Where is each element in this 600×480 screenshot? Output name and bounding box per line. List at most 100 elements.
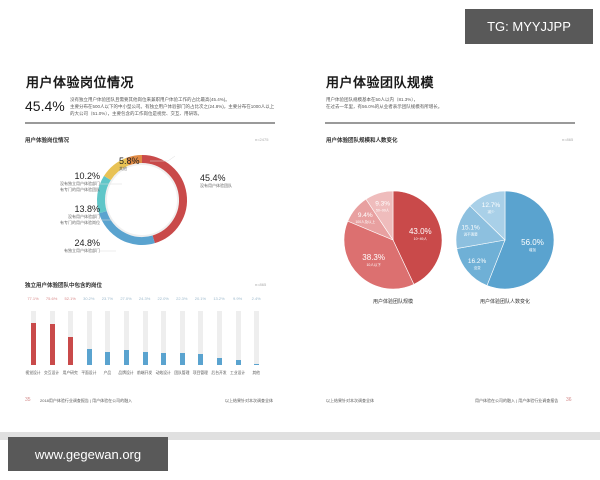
bar-fill xyxy=(235,359,241,365)
bar-fill xyxy=(179,352,185,365)
bar-category-label: 平面设计 xyxy=(81,371,97,375)
section-divider xyxy=(25,122,275,124)
watermark-bottom: www.gegewan.org xyxy=(8,437,168,471)
bar-column: 24.3% 前端开发 xyxy=(136,296,154,378)
pie-slice xyxy=(365,190,394,241)
bar-category-label: 前端开发 xyxy=(137,371,153,375)
pie-caption: 用户体验团队人数变化 xyxy=(479,299,530,305)
pie-caption: 用户体验团队规模 xyxy=(372,299,413,305)
leader-lines xyxy=(100,155,176,252)
bar-track xyxy=(49,311,55,365)
callout-label: 有独立用户体验部门 xyxy=(64,248,100,253)
bar-fill xyxy=(68,336,74,365)
bar-column: 75.6% 交互设计 xyxy=(43,296,61,378)
callout-percent: 10.2% xyxy=(74,171,100,181)
bar-value-label: 30.2% xyxy=(83,296,95,301)
callout-label: 没有独立用户体验部门 xyxy=(60,181,100,186)
footer-left: 2018用户体验行业调查报告 | 用户体验在公司的融入 xyxy=(40,398,133,403)
bar-category-label: 后台开发 xyxy=(211,371,227,375)
bar-track xyxy=(124,311,129,365)
bar-value-label: 23.7% xyxy=(101,296,114,301)
bar-value-label: 22.0% xyxy=(157,296,169,301)
bar-fill xyxy=(198,354,204,365)
bar-fill xyxy=(31,323,36,365)
bar-fill xyxy=(86,348,92,365)
svg-text:12.7%: 12.7% xyxy=(482,202,501,209)
team-size-pie: 43.0%10~49人 38.3%10人以下 9.4%100人及以上 9.3%50~9… xyxy=(343,190,443,290)
bar-fill xyxy=(217,357,222,365)
bar-track xyxy=(86,311,92,365)
bar-column: 13.2% 后台开发 xyxy=(210,296,228,378)
bar-value-label: 2.4% xyxy=(251,296,261,301)
headline-stat: 45.4% xyxy=(25,98,65,114)
bar-category-label: 团队管理 xyxy=(174,371,190,375)
bar-section-title: 独立用户体验团队中包含的岗位 xyxy=(25,283,103,289)
bar-fill xyxy=(124,350,129,365)
svg-text:9.4%: 9.4% xyxy=(358,212,373,219)
sample-size: n=2475 xyxy=(255,137,269,142)
page-number: 35 xyxy=(25,397,31,403)
callout-label: 有专门的用户体验岗位 xyxy=(60,220,100,225)
svg-text:43.0%: 43.0% xyxy=(409,227,432,236)
bar-chart: 77.1% 视觉设计 75.6% 交互设计 52.1% 用户研究 30.2% 平面设计 23.7… xyxy=(24,296,274,378)
bar-category-label: 动效设计 xyxy=(155,371,171,375)
bar-value-label: 22.3% xyxy=(176,296,188,301)
bar-track xyxy=(105,311,111,365)
donut-segment xyxy=(99,210,155,245)
description-line: 用户体验团队规模基本在50人以内（81.3%）， xyxy=(326,97,419,102)
callout-team: 10.2% 没有独立用户体验部门 有专门的用户体验团队 xyxy=(40,171,100,193)
svg-text:100人及以上: 100人及以上 xyxy=(355,219,375,224)
left-page: 用户体验岗位情况 45.4% 没有独立用户体验团队且需要其他岗位来兼职用户体验工… xyxy=(0,0,300,432)
bar-track xyxy=(161,311,167,365)
bar-column: 52.1% 用户研究 xyxy=(61,296,79,378)
donut-chart xyxy=(97,155,187,245)
donut-section-title: 用户体验岗位情况 xyxy=(25,138,70,144)
callout-department: 24.8% 有独立用户体验部门 xyxy=(40,238,100,254)
page-number: 36 xyxy=(566,397,572,403)
donut-segment xyxy=(97,175,111,214)
team-change-pie: 56.0%增加 16.2%没变 15.1%说不清楚 12.7%减少 xyxy=(455,190,555,290)
bar-track xyxy=(254,311,260,365)
donut-segment xyxy=(125,155,143,166)
donut-segment xyxy=(104,157,130,181)
bar-fill xyxy=(161,353,167,365)
bar-column: 77.1% 视觉设计 xyxy=(24,296,42,378)
bar-category-label: 其他 xyxy=(252,371,260,375)
bar-category-label: 工业设计 xyxy=(230,371,246,375)
description-line: 在过去一年里，有56.0%的从业者表示团队规模有所增长。 xyxy=(326,104,443,109)
callout-label: 没有用户体验部门 xyxy=(68,214,100,219)
bar-fill xyxy=(105,352,111,365)
pie-section-title: 用户体验团队规模和人数变化 xyxy=(326,138,398,144)
bar-category-label: 产品 xyxy=(103,371,112,375)
svg-text:10人以下: 10人以下 xyxy=(366,262,381,267)
callout-percent: 24.8% xyxy=(74,238,100,248)
footer-right: 用户体验在公司的融入 | 用户体验行业调查报告 xyxy=(475,398,559,403)
bar-category-label: 视觉设计 xyxy=(25,371,41,375)
bar-value-label: 20.1% xyxy=(194,296,207,301)
callout-label: 有专门的用户体验团队 xyxy=(60,187,100,192)
pie-slice xyxy=(469,190,506,241)
footer-right: 以上结果针对本次调查全体 xyxy=(225,398,273,403)
footer-left: 以上结果针对本次调查全体 xyxy=(326,398,374,403)
bar-column: 2.4% 其他 xyxy=(247,296,265,378)
bar-value-label: 24.3% xyxy=(138,296,151,301)
page-description: 用户体验团队规模基本在50人以内（81.3%）， 在过去一年里，有56.0%的从… xyxy=(326,96,566,110)
right-page: 用户体验团队规模 用户体验团队规模基本在50人以内（81.3%）， 在过去一年里… xyxy=(300,0,600,432)
svg-text:16.2%: 16.2% xyxy=(468,258,487,265)
bar-fill xyxy=(49,324,55,365)
sample-size: n=865 xyxy=(562,137,574,142)
svg-text:增加: 增加 xyxy=(529,247,537,252)
svg-text:56.0%: 56.0% xyxy=(521,238,544,247)
bar-category-label: 品牌设计 xyxy=(118,371,134,375)
page-title: 用户体验岗位情况 xyxy=(26,75,135,90)
bar-fill xyxy=(254,363,260,365)
callout-label: 没有用户体验团队 xyxy=(200,183,232,188)
bar-column: 9.9% 工业设计 xyxy=(229,296,247,378)
pie-slice xyxy=(486,190,555,290)
svg-text:减少: 减少 xyxy=(488,209,495,214)
svg-text:10~49人: 10~49人 xyxy=(414,236,428,241)
pie-slice xyxy=(392,190,443,285)
bar-track xyxy=(142,311,148,365)
bar-category-label: 交互设计 xyxy=(44,371,60,375)
callout-percent: 5.8% xyxy=(119,156,140,166)
